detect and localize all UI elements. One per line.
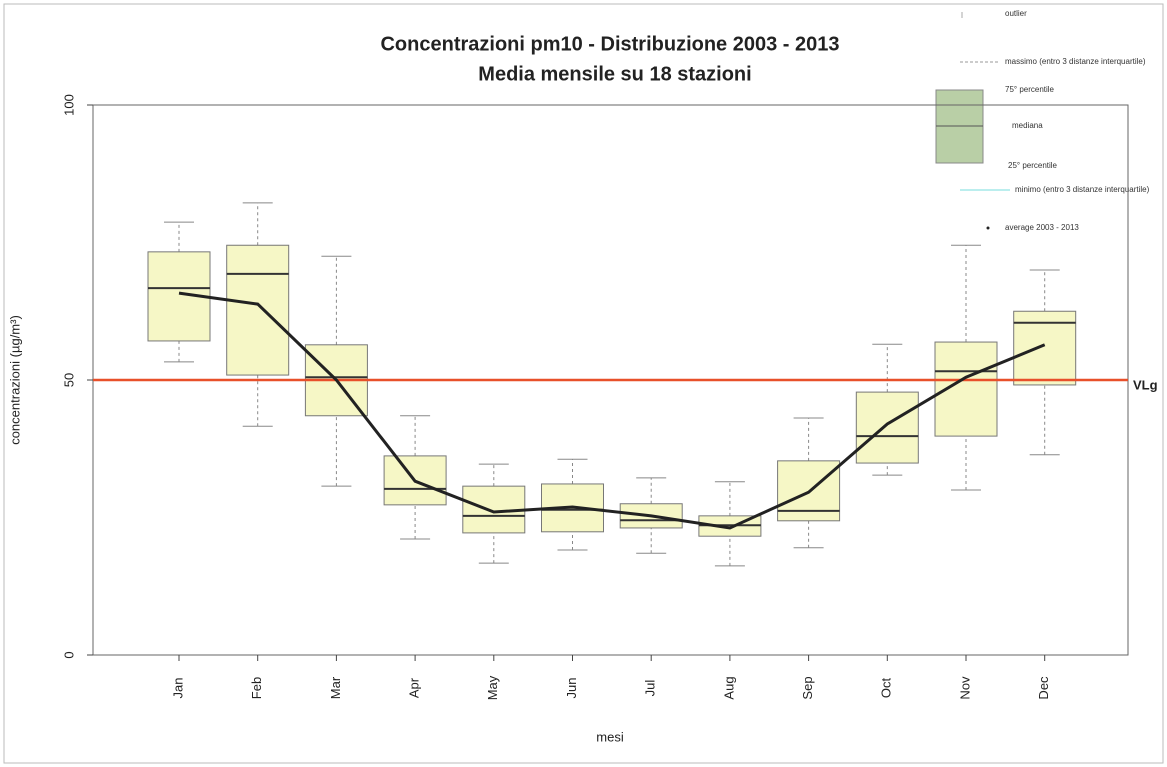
legend-label: mediana: [1012, 121, 1043, 130]
chart-subtitle: Media mensile su 18 stazioni: [478, 63, 751, 85]
x-tick-label: Aug: [721, 676, 736, 699]
legend-label: outlier: [1005, 9, 1027, 18]
x-tick-label: Jun: [564, 678, 579, 699]
y-tick-label: 0: [61, 651, 76, 658]
y-tick-label: 100: [61, 94, 76, 116]
legend-label: minimo (entro 3 distanze interquartile): [1015, 185, 1150, 194]
x-tick-label: Jan: [170, 678, 185, 699]
x-tick-label: Oct: [879, 678, 894, 699]
x-tick-label: Nov: [957, 676, 972, 700]
x-axis-label: mesi: [596, 729, 624, 744]
legend-label: average 2003 - 2013: [1005, 223, 1079, 232]
chart-title: Concentrazioni pm10 - Distribuzione 2003…: [380, 33, 839, 55]
box: [855, 391, 919, 464]
page-frame: [3, 3, 1164, 764]
reference-label: VLg: [1133, 377, 1158, 392]
x-tick-label: Jul: [643, 680, 658, 697]
legend-label: massimo (entro 3 distanze interquartile): [1005, 57, 1146, 66]
legend-label: 75° percentile: [1005, 85, 1055, 94]
x-tick-label: May: [485, 675, 500, 700]
x-tick-label: Mar: [328, 676, 343, 699]
legend: outlier massimo (entro 3 distanze interq…: [935, 9, 1150, 232]
x-tick-label: Sep: [800, 676, 815, 699]
y-tick-label: 50: [61, 373, 76, 387]
box: [226, 244, 290, 376]
x-tick-label: Feb: [249, 677, 264, 699]
box: [383, 455, 447, 506]
x-tick-label: Apr: [407, 677, 422, 698]
mean-line: [178, 291, 1046, 530]
y-axis-label: concentrazioni (µg/m³): [7, 315, 22, 445]
legend-mean-mark: [986, 226, 990, 230]
legend-label: 25° percentile: [1008, 161, 1058, 170]
x-tick-label: Dec: [1036, 676, 1051, 700]
box: [619, 503, 683, 529]
